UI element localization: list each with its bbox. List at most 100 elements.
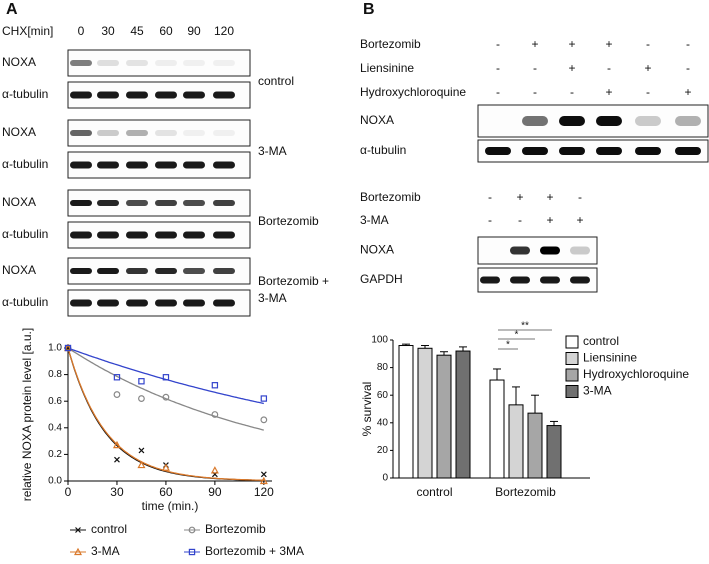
treatment-sign: -	[686, 61, 690, 75]
time-label: 0	[78, 24, 85, 38]
legend-label: 3-MA	[583, 384, 612, 398]
blot-band	[97, 268, 119, 274]
y-tick-label: 80	[377, 362, 389, 373]
treatment-sign: +	[568, 61, 575, 75]
marker	[112, 440, 121, 449]
treatment-sign: -	[570, 85, 574, 99]
blot-band	[559, 147, 585, 155]
y-axis-label: % survival	[360, 382, 374, 437]
legend-label: Bortezomib	[205, 522, 266, 536]
blot-row-label: α-tubulin	[2, 295, 48, 309]
y-tick-label: 0.0	[48, 476, 62, 487]
legend-label: Hydroxychloroquine	[583, 367, 689, 381]
blot-band	[213, 299, 235, 307]
marker	[113, 391, 121, 398]
time-label: 120	[214, 24, 234, 38]
marker	[260, 416, 268, 424]
treatment-sign: +	[546, 190, 553, 204]
time-label: 45	[130, 24, 144, 38]
treatment-sign: -	[646, 85, 650, 99]
marker	[260, 395, 268, 402]
blot-band	[126, 60, 148, 66]
blot-band	[183, 60, 205, 66]
blot-band	[559, 116, 585, 126]
treatment-sign: +	[644, 61, 651, 75]
blot-band	[155, 268, 177, 274]
blot-band	[126, 91, 148, 99]
blot-band	[480, 276, 500, 284]
bar	[527, 412, 543, 479]
significance-label: **	[521, 321, 529, 332]
x-tick-label: 120	[254, 485, 274, 499]
marker	[188, 526, 196, 534]
blot-band	[635, 116, 661, 126]
treatment-label: Hydroxychloroquine	[360, 85, 466, 99]
treatment-label: Liensinine	[360, 61, 414, 75]
bar	[546, 425, 562, 479]
blot-band	[126, 231, 148, 239]
treatment-sign: -	[496, 61, 500, 75]
y-axis-label: relative NOXA protein level [a.u.]	[20, 328, 34, 501]
treatment-sign: -	[646, 37, 650, 51]
y-tick-label: 0.8	[48, 369, 62, 380]
treatment-sign: -	[533, 61, 537, 75]
significance-label: *	[506, 340, 510, 351]
legend-label: control	[583, 334, 619, 348]
blot-row-label: NOXA	[2, 55, 36, 69]
blot-band	[522, 116, 548, 126]
fit-curve	[67, 347, 264, 405]
treatment-sign: -	[518, 213, 522, 227]
treatment-sign: +	[531, 37, 538, 51]
blot-band	[155, 91, 177, 99]
blot-band	[126, 200, 148, 206]
marker	[162, 374, 170, 381]
blot-band	[97, 91, 119, 99]
blot-band	[213, 91, 235, 99]
time-label: 60	[159, 24, 173, 38]
blot-band	[213, 161, 235, 169]
legend-swatch	[565, 335, 579, 349]
fit-curve	[67, 347, 264, 481]
blot-band	[213, 60, 235, 66]
condition-label: 3-MA	[258, 144, 287, 158]
blot-band	[570, 276, 590, 284]
blot-band	[155, 299, 177, 307]
treatment-sign: +	[546, 213, 553, 227]
marker	[162, 393, 170, 401]
blot-band	[70, 91, 92, 99]
blot-frame	[67, 49, 251, 77]
treatment-sign: +	[605, 37, 612, 51]
marker	[161, 463, 170, 471]
marker	[64, 344, 72, 352]
blot-row-label: NOXA	[360, 243, 394, 257]
blot-band	[70, 299, 92, 307]
blot-band	[540, 276, 560, 284]
blot-row-label: α-tubulin	[2, 157, 48, 171]
legend-swatch	[565, 368, 579, 382]
blot-band	[97, 200, 119, 206]
y-tick-label: 0.2	[48, 449, 62, 460]
y-tick-label: 100	[371, 335, 388, 346]
blot-band	[570, 246, 590, 255]
blot-band	[126, 130, 148, 136]
treatment-label: Bortezomib	[360, 190, 421, 204]
legend-swatch	[565, 352, 579, 365]
x-tick-label: control	[416, 485, 452, 499]
legend-label: Bortezomib + 3MA	[205, 544, 304, 558]
x-tick-label: 60	[159, 485, 173, 499]
blot-frame	[67, 119, 251, 147]
blot-frame	[477, 139, 709, 163]
blot-band	[126, 299, 148, 307]
blot-row-label: NOXA	[2, 263, 36, 277]
marker	[211, 382, 219, 389]
marker	[188, 548, 196, 556]
blot-band	[70, 231, 92, 239]
blot-band	[635, 147, 661, 155]
y-tick-label: 0.4	[48, 422, 62, 433]
blot-band	[70, 268, 92, 274]
blot-band	[97, 231, 119, 239]
blot-band	[183, 268, 205, 274]
legend-swatch	[565, 385, 579, 398]
y-tick-label: 60	[377, 390, 389, 401]
fit-curve	[67, 347, 264, 481]
